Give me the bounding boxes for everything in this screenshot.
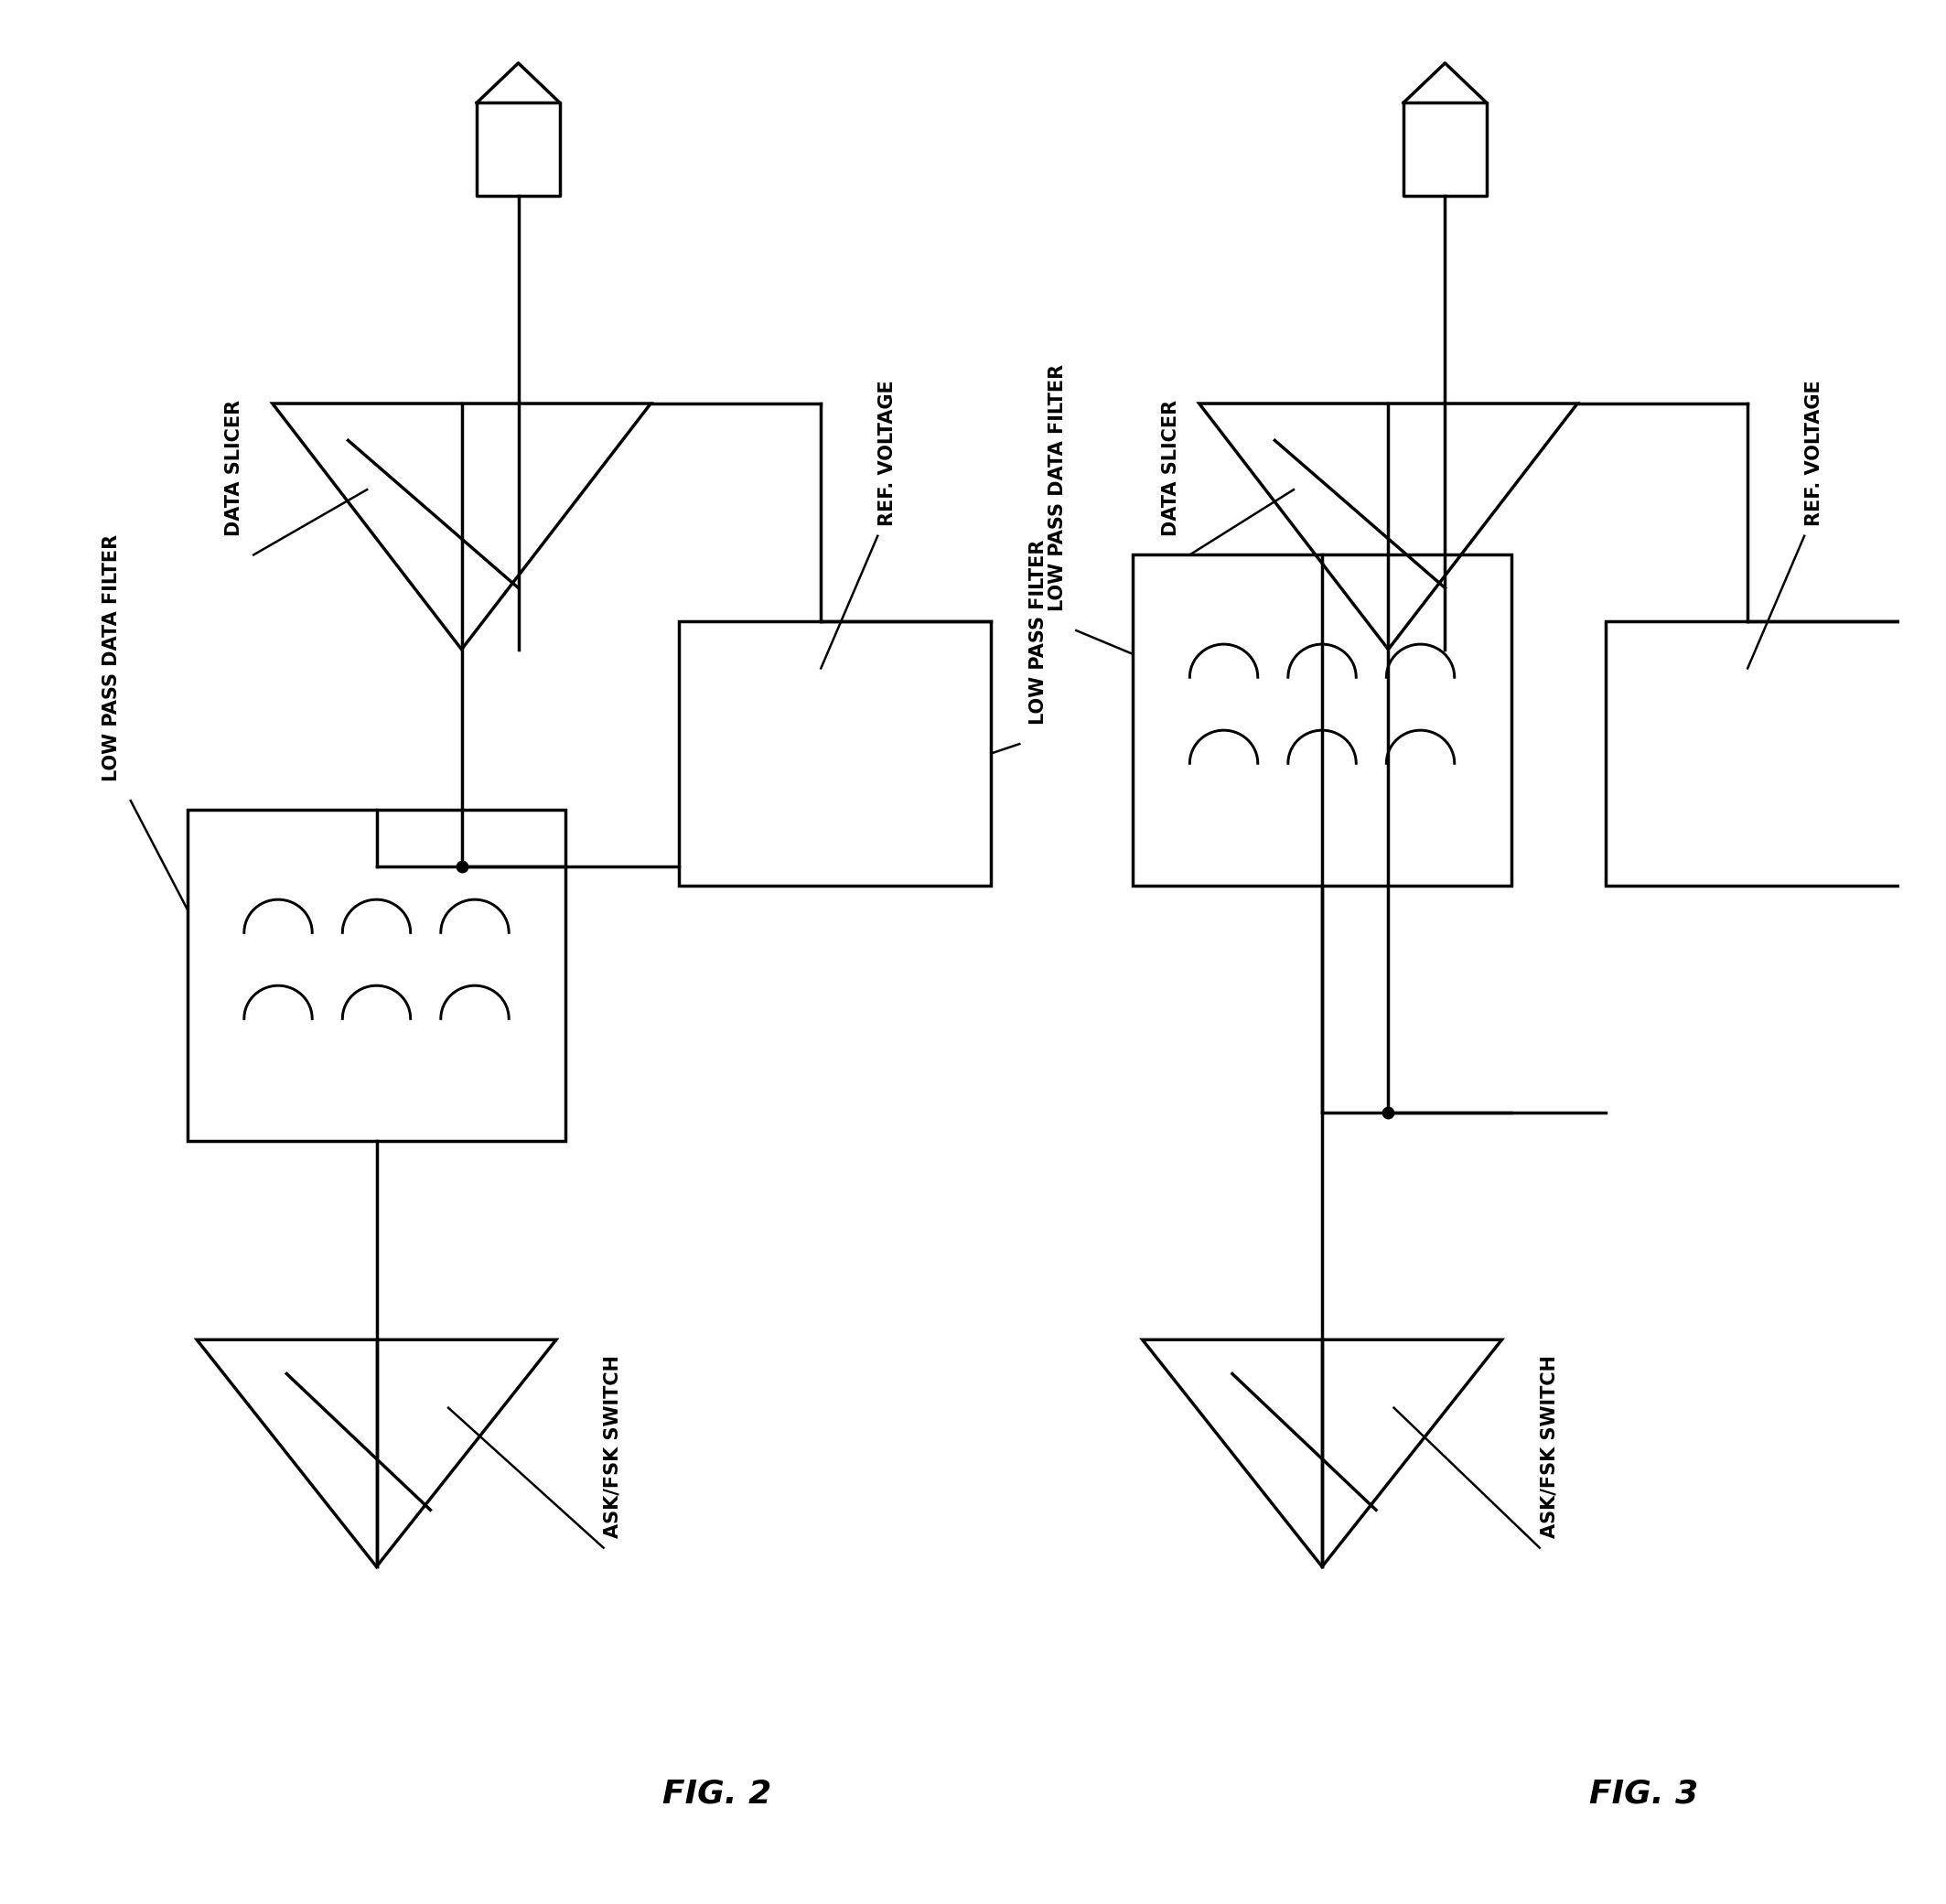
Text: LOW PASS DATA FILTER: LOW PASS DATA FILTER [1049, 364, 1066, 611]
Text: REF. VOLTAGE: REF. VOLTAGE [878, 381, 897, 527]
Text: FIG. 2: FIG. 2 [662, 1778, 771, 1809]
Text: ASK/FSK SWITCH: ASK/FSK SWITCH [603, 1356, 623, 1538]
Bar [1133, 554, 1512, 885]
Text: DATA SLICER: DATA SLICER [226, 400, 243, 535]
Text: FIG. 3: FIG. 3 [1590, 1778, 1699, 1809]
Text: DATA SLICER: DATA SLICER [1162, 400, 1179, 535]
Text: REF. VOLTAGE: REF. VOLTAGE [1804, 381, 1823, 527]
Bar [679, 621, 991, 885]
Text: ASK/FSK SWITCH: ASK/FSK SWITCH [1539, 1356, 1559, 1538]
Text: LOW PASS DATA FILTER: LOW PASS DATA FILTER [103, 535, 121, 783]
Bar [1605, 621, 1919, 885]
Text: LOW PASS FILTER: LOW PASS FILTER [1029, 541, 1047, 725]
Bar [187, 811, 566, 1140]
